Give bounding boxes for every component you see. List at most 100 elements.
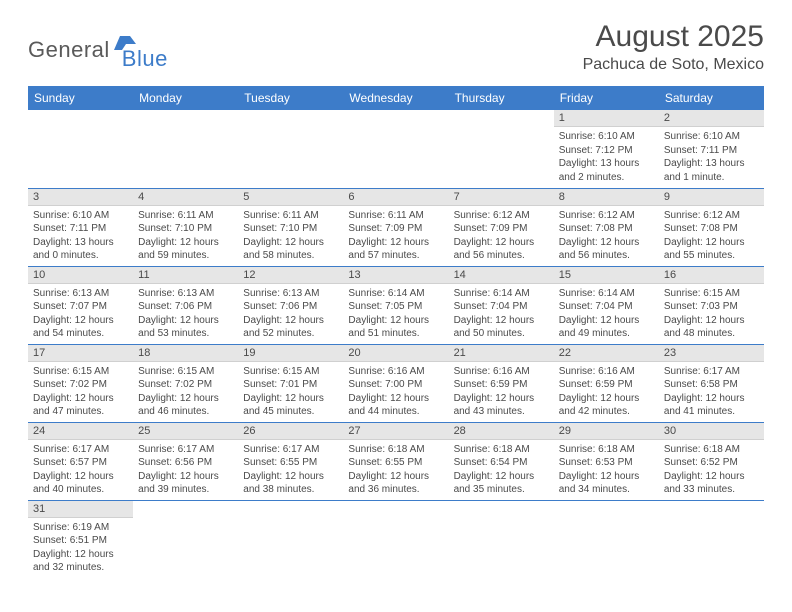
day-line: and 38 minutes.	[243, 483, 338, 497]
day-line: and 2 minutes.	[559, 171, 654, 185]
day-line: Sunset: 6:59 PM	[559, 378, 654, 392]
day-number: 11	[133, 267, 238, 284]
calendar-cell: 19Sunrise: 6:15 AMSunset: 7:01 PMDayligh…	[238, 344, 343, 422]
day-number: 8	[554, 189, 659, 206]
calendar-cell: 18Sunrise: 6:15 AMSunset: 7:02 PMDayligh…	[133, 344, 238, 422]
calendar-cell: 9Sunrise: 6:12 AMSunset: 7:08 PMDaylight…	[659, 188, 764, 266]
day-content: Sunrise: 6:17 AMSunset: 6:58 PMDaylight:…	[659, 362, 764, 422]
day-line: Sunset: 7:05 PM	[348, 300, 443, 314]
day-content: Sunrise: 6:19 AMSunset: 6:51 PMDaylight:…	[28, 518, 133, 578]
day-line: Sunset: 7:08 PM	[664, 222, 759, 236]
calendar-cell: 8Sunrise: 6:12 AMSunset: 7:08 PMDaylight…	[554, 188, 659, 266]
day-line: Sunrise: 6:12 AM	[664, 209, 759, 223]
day-line: Sunrise: 6:12 AM	[559, 209, 654, 223]
day-number: 10	[28, 267, 133, 284]
day-line: Sunrise: 6:19 AM	[33, 521, 128, 535]
day-line: Sunset: 7:10 PM	[138, 222, 233, 236]
day-line: and 36 minutes.	[348, 483, 443, 497]
day-line: Sunset: 7:07 PM	[33, 300, 128, 314]
day-header: Wednesday	[343, 86, 448, 110]
day-line: Sunrise: 6:14 AM	[559, 287, 654, 301]
day-line: and 41 minutes.	[664, 405, 759, 419]
day-number: 2	[659, 110, 764, 127]
day-number: 28	[449, 423, 554, 440]
day-line: and 35 minutes.	[454, 483, 549, 497]
day-line: Sunrise: 6:17 AM	[33, 443, 128, 457]
calendar-cell: 26Sunrise: 6:17 AMSunset: 6:55 PMDayligh…	[238, 422, 343, 500]
day-line: Daylight: 12 hours	[33, 392, 128, 406]
day-line: Sunrise: 6:18 AM	[348, 443, 443, 457]
calendar-cell: 29Sunrise: 6:18 AMSunset: 6:53 PMDayligh…	[554, 422, 659, 500]
day-number: 3	[28, 189, 133, 206]
day-header: Friday	[554, 86, 659, 110]
day-line: Sunrise: 6:11 AM	[348, 209, 443, 223]
day-line: Sunrise: 6:13 AM	[33, 287, 128, 301]
day-line: Sunrise: 6:13 AM	[138, 287, 233, 301]
day-line: Sunset: 6:56 PM	[138, 456, 233, 470]
day-line: Sunset: 7:04 PM	[454, 300, 549, 314]
day-line: Sunset: 6:55 PM	[243, 456, 338, 470]
day-line: Sunset: 7:02 PM	[138, 378, 233, 392]
logo-text-general: General	[28, 37, 110, 63]
day-content: Sunrise: 6:17 AMSunset: 6:55 PMDaylight:…	[238, 440, 343, 500]
calendar-cell: 27Sunrise: 6:18 AMSunset: 6:55 PMDayligh…	[343, 422, 448, 500]
day-line: Sunset: 7:11 PM	[33, 222, 128, 236]
day-line: Daylight: 12 hours	[664, 470, 759, 484]
day-line: Sunrise: 6:14 AM	[348, 287, 443, 301]
day-number: 18	[133, 345, 238, 362]
day-line: and 40 minutes.	[33, 483, 128, 497]
calendar-head: SundayMondayTuesdayWednesdayThursdayFrid…	[28, 86, 764, 110]
day-line: Daylight: 12 hours	[348, 314, 443, 328]
day-line: Daylight: 13 hours	[664, 157, 759, 171]
day-line: and 48 minutes.	[664, 327, 759, 341]
calendar-cell: 14Sunrise: 6:14 AMSunset: 7:04 PMDayligh…	[449, 266, 554, 344]
calendar-cell: 16Sunrise: 6:15 AMSunset: 7:03 PMDayligh…	[659, 266, 764, 344]
page: General Blue August 2025 Pachuca de Soto…	[0, 0, 792, 598]
calendar-cell	[449, 500, 554, 578]
day-line: Sunrise: 6:15 AM	[243, 365, 338, 379]
day-line: Sunrise: 6:18 AM	[664, 443, 759, 457]
calendar-cell: 11Sunrise: 6:13 AMSunset: 7:06 PMDayligh…	[133, 266, 238, 344]
day-content: Sunrise: 6:10 AMSunset: 7:11 PMDaylight:…	[659, 127, 764, 187]
logo-text-blue: Blue	[122, 46, 168, 72]
day-content: Sunrise: 6:14 AMSunset: 7:04 PMDaylight:…	[554, 284, 659, 344]
day-line: Daylight: 12 hours	[664, 236, 759, 250]
day-line: Daylight: 12 hours	[138, 470, 233, 484]
day-number: 15	[554, 267, 659, 284]
day-number: 14	[449, 267, 554, 284]
day-line: Daylight: 12 hours	[348, 392, 443, 406]
day-line: and 56 minutes.	[454, 249, 549, 263]
day-line: Sunrise: 6:15 AM	[33, 365, 128, 379]
day-line: Sunset: 6:52 PM	[664, 456, 759, 470]
calendar-cell	[238, 500, 343, 578]
day-number: 23	[659, 345, 764, 362]
day-content: Sunrise: 6:11 AMSunset: 7:10 PMDaylight:…	[238, 206, 343, 266]
day-header: Tuesday	[238, 86, 343, 110]
day-line: and 43 minutes.	[454, 405, 549, 419]
day-line: Sunset: 7:09 PM	[454, 222, 549, 236]
day-number: 12	[238, 267, 343, 284]
day-number: 24	[28, 423, 133, 440]
day-line: Sunrise: 6:16 AM	[454, 365, 549, 379]
day-content: Sunrise: 6:18 AMSunset: 6:55 PMDaylight:…	[343, 440, 448, 500]
day-line: Daylight: 12 hours	[454, 392, 549, 406]
calendar-cell: 2Sunrise: 6:10 AMSunset: 7:11 PMDaylight…	[659, 110, 764, 188]
day-content: Sunrise: 6:16 AMSunset: 7:00 PMDaylight:…	[343, 362, 448, 422]
calendar-cell: 6Sunrise: 6:11 AMSunset: 7:09 PMDaylight…	[343, 188, 448, 266]
calendar-cell: 28Sunrise: 6:18 AMSunset: 6:54 PMDayligh…	[449, 422, 554, 500]
calendar-cell: 5Sunrise: 6:11 AMSunset: 7:10 PMDaylight…	[238, 188, 343, 266]
day-line: Sunrise: 6:12 AM	[454, 209, 549, 223]
day-line: and 42 minutes.	[559, 405, 654, 419]
day-content: Sunrise: 6:18 AMSunset: 6:53 PMDaylight:…	[554, 440, 659, 500]
day-content: Sunrise: 6:18 AMSunset: 6:54 PMDaylight:…	[449, 440, 554, 500]
day-number: 26	[238, 423, 343, 440]
day-line: Sunrise: 6:16 AM	[348, 365, 443, 379]
day-line: Sunset: 7:04 PM	[559, 300, 654, 314]
day-content: Sunrise: 6:10 AMSunset: 7:12 PMDaylight:…	[554, 127, 659, 187]
day-number: 21	[449, 345, 554, 362]
day-content: Sunrise: 6:14 AMSunset: 7:05 PMDaylight:…	[343, 284, 448, 344]
day-line: Sunrise: 6:13 AM	[243, 287, 338, 301]
day-line: Sunset: 7:02 PM	[33, 378, 128, 392]
day-line: Sunset: 7:12 PM	[559, 144, 654, 158]
day-number: 20	[343, 345, 448, 362]
